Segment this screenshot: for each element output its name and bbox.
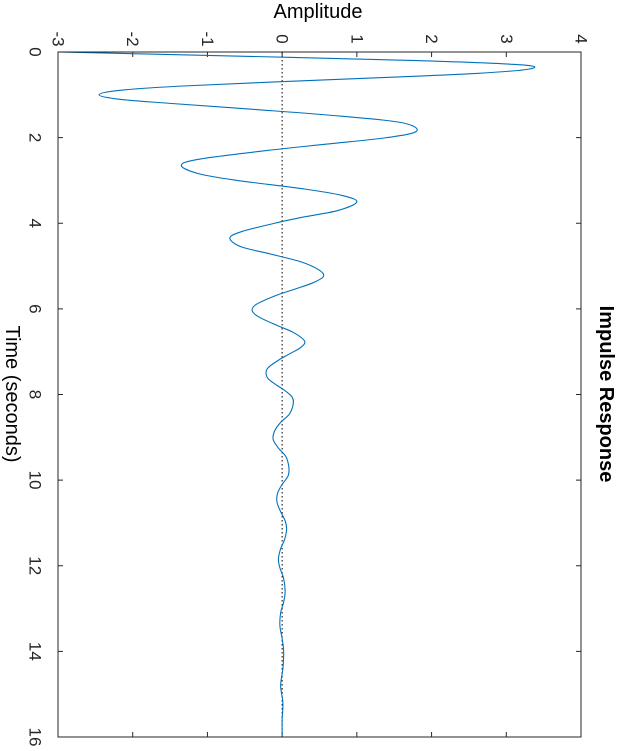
time-tick-label: 16 xyxy=(26,728,45,747)
amplitude-tick-label: 4 xyxy=(572,34,591,43)
time-axis-label: Time (seconds) xyxy=(1,325,23,462)
chart-title: Impulse Response xyxy=(595,306,617,483)
time-tick-label: 8 xyxy=(26,390,45,399)
time-tick-label: 14 xyxy=(26,642,45,661)
plot-area-background xyxy=(58,52,581,737)
time-tick-labels: 0 2 4 6 8 10 12 14 16 xyxy=(26,47,45,746)
amplitude-tick-label: -2 xyxy=(123,31,142,46)
amplitude-tick-label: 1 xyxy=(347,34,366,43)
time-tick-label: 0 xyxy=(26,47,45,56)
time-tick-label: 10 xyxy=(26,471,45,490)
amplitude-tick-label: -1 xyxy=(198,31,217,46)
amplitude-tick-label: -3 xyxy=(49,31,68,46)
amplitude-tick-labels: -3 -2 -1 0 1 2 3 4 xyxy=(49,31,591,46)
time-tick-label: 4 xyxy=(26,219,45,228)
time-tick-label: 2 xyxy=(26,133,45,142)
amplitude-axis-label: Amplitude xyxy=(274,1,363,23)
axes-box xyxy=(57,51,582,738)
amplitude-tick-label: 2 xyxy=(422,34,441,43)
impulse-response-line xyxy=(57,51,536,738)
amplitude-tick-label: 0 xyxy=(273,34,292,43)
time-tick-label: 12 xyxy=(26,556,45,575)
amplitude-tick-label: 3 xyxy=(497,34,516,43)
time-tick-label: 6 xyxy=(26,304,45,313)
